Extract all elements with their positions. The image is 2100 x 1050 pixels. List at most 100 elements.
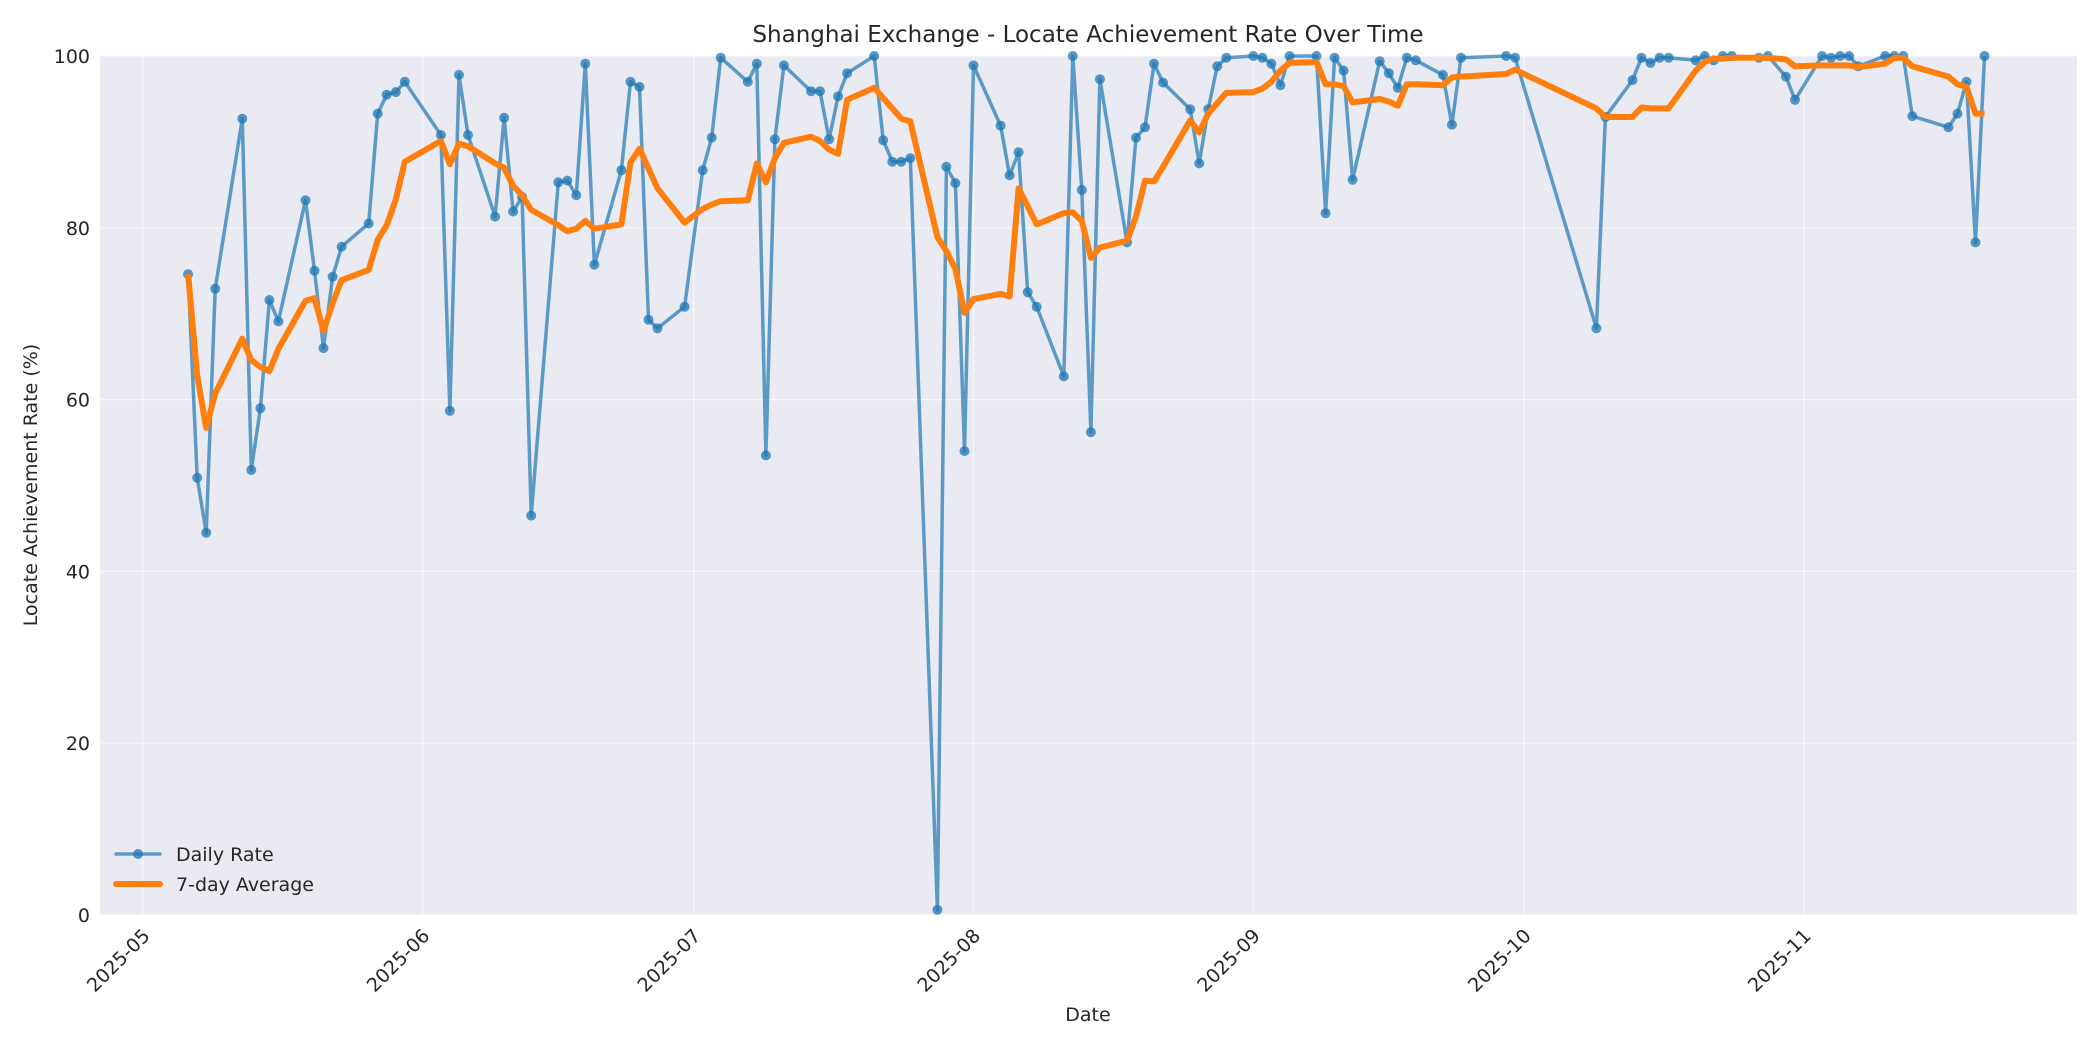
y-tick-label: 20 — [66, 733, 90, 755]
daily-rate-point — [454, 69, 464, 80]
daily-rate-point — [1437, 69, 1448, 80]
daily-rate-point — [643, 314, 654, 325]
daily-rate-point — [237, 113, 248, 124]
daily-rate-point — [941, 161, 952, 172]
daily-rate-point — [869, 51, 880, 61]
daily-rate-point — [390, 87, 401, 98]
daily-rate-point — [526, 510, 537, 521]
daily-rate-point — [1627, 75, 1638, 86]
daily-rate-point — [1446, 119, 1457, 130]
daily-rate-point — [255, 403, 266, 414]
daily-rate-point — [318, 343, 329, 354]
daily-rate-point — [1320, 208, 1331, 219]
daily-rate-point — [968, 60, 979, 71]
daily-rate-point — [1835, 51, 1846, 61]
plot-area — [100, 56, 2077, 915]
daily-rate-point — [1790, 94, 1800, 105]
daily-rate-point — [806, 86, 816, 97]
daily-rate-point — [1338, 65, 1349, 76]
y-axis-ticks: 0 20 40 60 80 100 — [54, 46, 90, 927]
daily-rate-point — [300, 195, 311, 206]
daily-rate-point — [697, 165, 708, 176]
y-tick-label: 80 — [66, 218, 90, 240]
daily-rate-point — [1383, 68, 1394, 79]
daily-rate-point — [1185, 104, 1196, 115]
daily-rate-point — [444, 405, 455, 416]
daily-rate-point — [896, 156, 907, 167]
daily-rate-point — [363, 218, 374, 229]
daily-rate-point — [1456, 52, 1466, 63]
daily-rate-point — [1374, 56, 1385, 67]
daily-rate-point — [1058, 371, 1069, 382]
daily-rate-point — [553, 177, 564, 188]
daily-rate-point — [1194, 158, 1205, 169]
daily-rate-point — [1636, 52, 1647, 63]
daily-rate-point — [751, 58, 762, 69]
daily-rate-point — [589, 259, 600, 270]
daily-rate-point — [1311, 51, 1322, 61]
daily-rate-point — [201, 527, 212, 538]
daily-rate-point — [1248, 51, 1259, 61]
daily-rate-point — [706, 132, 717, 143]
daily-rate-point — [1952, 108, 1963, 119]
daily-rate-point — [1347, 174, 1358, 185]
daily-rate-point — [1076, 185, 1087, 195]
daily-rate-point — [905, 153, 916, 164]
daily-rate-point — [273, 316, 284, 327]
daily-rate-point — [1510, 52, 1521, 63]
daily-rate-point — [1221, 52, 1232, 63]
daily-rate-point — [842, 68, 853, 79]
daily-rate-point — [679, 301, 690, 312]
daily-rate-point — [1410, 55, 1421, 66]
daily-rate-point — [742, 76, 753, 87]
daily-rate-point — [1943, 122, 1954, 133]
daily-rate-point — [769, 134, 780, 145]
legend-average-label: 7-day Average — [176, 874, 314, 896]
daily-rate-point — [1826, 52, 1837, 63]
daily-rate-point — [192, 472, 203, 483]
daily-rate-point — [1158, 77, 1169, 88]
daily-rate-point — [435, 130, 446, 140]
daily-rate-point — [616, 165, 627, 176]
daily-rate-point — [336, 241, 347, 252]
daily-rate-point — [562, 175, 573, 186]
daily-rate-point — [1004, 170, 1015, 181]
gridlines — [100, 55, 2077, 916]
legend-daily-label: Daily Rate — [176, 844, 274, 866]
daily-rate-point — [1140, 122, 1150, 133]
daily-rate-series — [183, 51, 1990, 915]
daily-rate-point — [1284, 51, 1295, 61]
daily-rate-point — [1663, 52, 1674, 63]
daily-rate-point — [1085, 427, 1096, 438]
daily-rate-point — [652, 323, 663, 334]
daily-rate-point — [778, 60, 789, 71]
legend-daily-marker-icon — [133, 849, 143, 859]
daily-rate-point — [1844, 51, 1855, 61]
daily-rate-point — [715, 52, 726, 63]
daily-rate-point — [1401, 52, 1412, 63]
daily-rate-point — [1591, 323, 1602, 334]
daily-rate-point — [1094, 74, 1105, 85]
daily-rate-point — [950, 178, 961, 189]
y-axis-label: Locate Achievement Rate (%) — [20, 344, 42, 626]
daily-rate-point — [824, 134, 835, 145]
daily-rate-point — [1907, 111, 1918, 122]
daily-rate-point — [1780, 71, 1791, 82]
daily-rate-point — [1654, 52, 1665, 63]
daily-rate-point — [499, 112, 510, 123]
y-tick-label: 60 — [66, 390, 90, 412]
daily-rate-point — [571, 190, 582, 201]
seven-day-average-series — [185, 54, 1985, 431]
daily-rate-point — [878, 135, 889, 146]
chart-title: Shanghai Exchange - Locate Achievement R… — [752, 22, 1423, 48]
daily-rate-point — [490, 211, 501, 222]
daily-rate-point — [1501, 51, 1512, 61]
daily-rate-point — [463, 130, 473, 140]
daily-rate-point — [1031, 301, 1042, 312]
y-tick-label: 0 — [78, 905, 90, 927]
daily-rate-point — [1645, 57, 1656, 68]
daily-rate-point — [580, 58, 591, 69]
daily-rate-point — [246, 465, 257, 475]
daily-rate-point — [1817, 51, 1828, 61]
